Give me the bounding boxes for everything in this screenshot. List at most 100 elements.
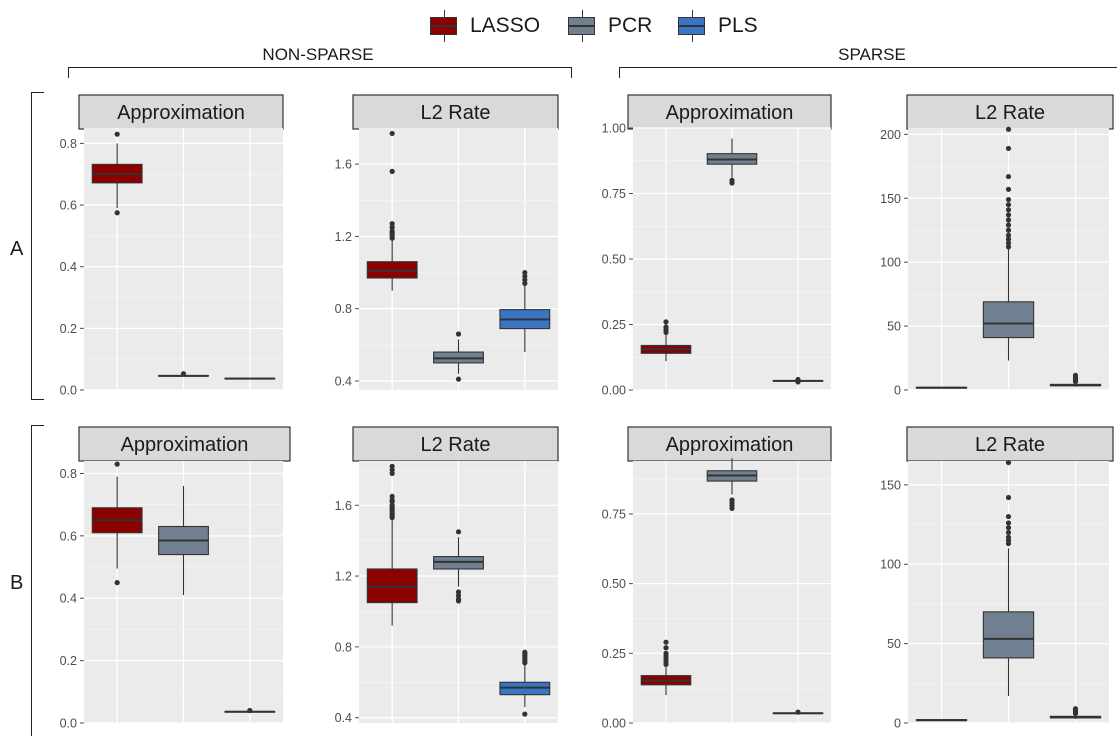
box-pls	[224, 377, 276, 380]
box-pcr	[433, 529, 484, 604]
box-pls	[1049, 372, 1102, 387]
y-tick-label: 0.2	[60, 654, 77, 668]
outlier-point	[389, 168, 395, 174]
outlier-point	[1005, 459, 1012, 466]
outlier-point	[663, 639, 669, 645]
legend-key-pls	[678, 10, 708, 42]
box-pls	[1049, 706, 1102, 720]
box-pcr	[706, 458, 758, 511]
outlier-point	[1005, 202, 1012, 208]
box-pcr	[982, 126, 1035, 361]
outlier-point	[663, 319, 669, 325]
y-tick-label: 0.8	[335, 640, 352, 654]
y-tick-label: 0.25	[602, 318, 626, 332]
outlier-point	[1072, 706, 1079, 712]
legend-label-lasso: LASSO	[470, 14, 541, 37]
y-tick-label: 0.2	[60, 322, 77, 336]
y-tick-label: 0.75	[602, 507, 626, 521]
group-label-non-sparse: NON-SPARSE	[262, 45, 374, 64]
outlier-point	[663, 324, 669, 330]
box-lasso	[915, 719, 968, 722]
outlier-point	[389, 228, 395, 234]
panel-title: L2 Rate	[420, 102, 490, 124]
y-tick-label: 0.6	[60, 529, 77, 543]
outlier-point	[1005, 236, 1012, 242]
box-lasso	[366, 463, 418, 626]
legend-item-pcr: PCR	[568, 10, 652, 42]
box-pls	[772, 709, 824, 715]
outlier-point	[1005, 244, 1012, 250]
y-tick-label: 1.6	[335, 499, 352, 513]
outlier-point	[180, 371, 187, 377]
bracket-row-b	[31, 425, 44, 736]
outlier-point	[729, 497, 735, 503]
outlier-point	[114, 580, 120, 586]
outlier-point	[522, 273, 528, 279]
box-pcr	[982, 459, 1035, 697]
outlier-point	[1005, 196, 1012, 203]
group-label-sparse: SPARSE	[838, 45, 906, 64]
y-tick-label: 1.6	[335, 158, 352, 172]
y-tick-label: 0.4	[60, 592, 77, 606]
outlier-point	[522, 277, 528, 283]
outlier-point	[1005, 173, 1012, 180]
y-tick-label: 1.2	[335, 570, 352, 584]
box-lasso	[915, 386, 968, 389]
outlier-point	[1005, 207, 1012, 213]
outlier-point	[1005, 232, 1012, 238]
outlier-point	[1005, 534, 1012, 540]
box-pls	[499, 269, 551, 353]
outlier-point	[1005, 212, 1012, 218]
box-pcr	[158, 371, 209, 377]
legend-label-pcr: PCR	[608, 14, 653, 37]
outlier-point	[114, 210, 120, 216]
box-pls	[772, 376, 824, 385]
y-tick-label: 0.50	[602, 253, 626, 267]
bracket-row-a	[31, 92, 44, 400]
outlier-point	[389, 130, 395, 137]
outlier-point	[455, 376, 462, 382]
box-lasso	[640, 639, 692, 696]
outlier-point	[1005, 186, 1012, 192]
outlier-point	[1005, 240, 1012, 246]
panel-strip	[78, 426, 291, 462]
bracket-sparse	[619, 67, 1117, 78]
row-label-a: A	[10, 238, 24, 260]
outlier-point	[389, 221, 395, 227]
outlier-point	[522, 649, 528, 655]
box-lasso	[91, 461, 143, 586]
outlier-point	[1005, 222, 1012, 228]
y-tick-label: 1.00	[602, 122, 626, 136]
y-tick-label: 200	[880, 128, 901, 142]
y-tick-label: 0.25	[602, 647, 626, 661]
outlier-point	[522, 280, 528, 286]
outlier-point	[729, 177, 735, 183]
outlier-point	[522, 711, 528, 717]
box-lasso	[366, 130, 418, 291]
box-pls	[499, 649, 551, 717]
outlier-point	[389, 463, 395, 469]
y-tick-label: 100	[880, 256, 901, 270]
outlier-point	[795, 376, 801, 383]
legend-key-pcr	[568, 10, 598, 42]
outlier-point	[114, 131, 120, 137]
panel-title: Approximation	[121, 434, 249, 456]
panel-title: L2 Rate	[420, 434, 490, 456]
panel-strip	[627, 426, 832, 462]
panel-strip	[352, 94, 559, 130]
y-tick-label: 0	[894, 717, 901, 731]
legend: LASSO PCR PLS	[0, 0, 1117, 52]
row-label-b: B	[10, 572, 24, 594]
legend-item-lasso: LASSO	[430, 10, 540, 42]
outlier-point	[663, 650, 669, 656]
y-tick-label: 150	[880, 192, 901, 206]
box-pcr	[706, 138, 758, 186]
outlier-point	[1005, 227, 1012, 233]
panel-title: Approximation	[666, 102, 794, 124]
bracket-non-sparse	[68, 67, 572, 78]
